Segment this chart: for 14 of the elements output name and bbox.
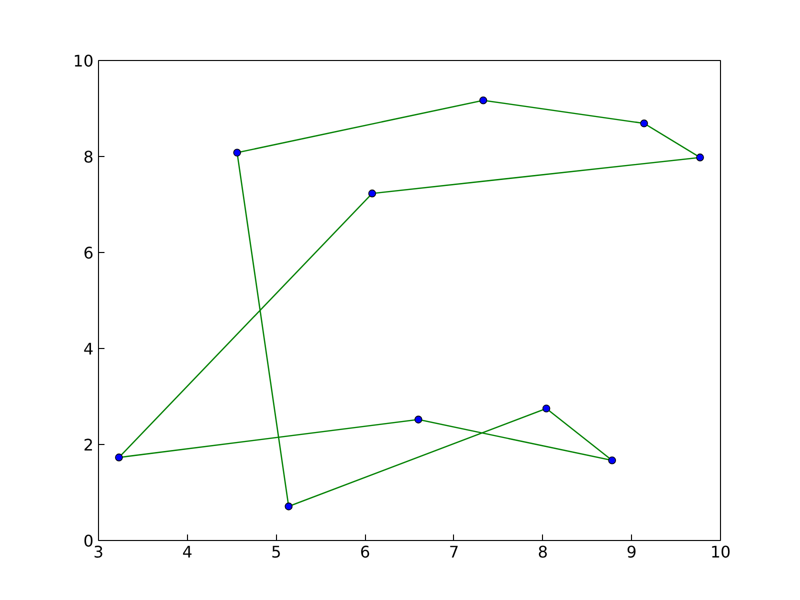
x-tick-label: 5 — [271, 542, 282, 562]
y-tick-label: 10 — [73, 52, 94, 70]
x-tick-label: 8 — [538, 542, 548, 562]
y-tick-label: 4 — [83, 340, 94, 358]
x-tick-label: 4 — [182, 542, 192, 562]
x-tick-label: 9 — [626, 542, 637, 562]
y-tick-label: 8 — [83, 148, 94, 166]
x-tick-label: 10 — [710, 542, 731, 562]
y-tick-label: 6 — [83, 244, 94, 262]
y-tick-label: 2 — [83, 436, 94, 454]
x-tick-label: 3 — [93, 542, 104, 562]
y-tick-label: 0 — [83, 532, 94, 550]
x-tick-label: 6 — [360, 542, 370, 562]
x-tick-label: 7 — [448, 542, 460, 562]
